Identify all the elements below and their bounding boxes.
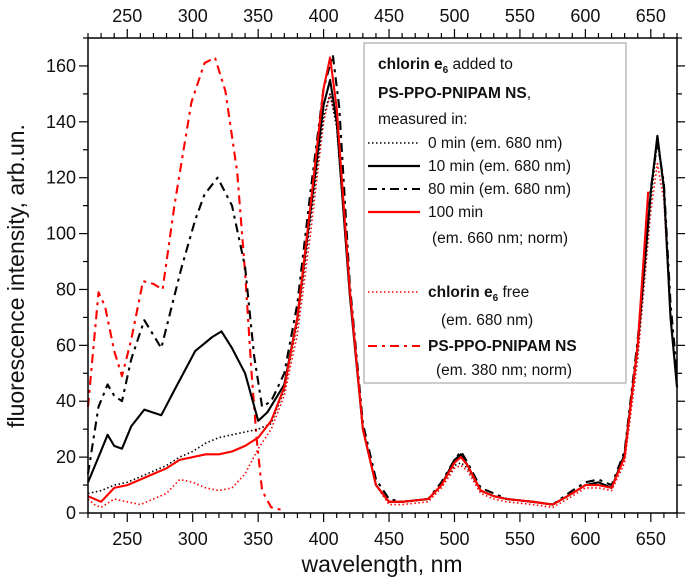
x-tick-label-top: 500 — [439, 6, 469, 26]
series-line-ps — [86, 56, 284, 512]
x-tick-label-top: 550 — [505, 6, 535, 26]
x-tick-label-bottom: 400 — [309, 529, 339, 549]
y-tick-label: 80 — [56, 279, 76, 299]
x-tick-label-bottom: 300 — [178, 529, 208, 549]
y-tick-label: 120 — [46, 168, 76, 188]
x-tick-label-top: 600 — [570, 6, 600, 26]
x-tick-label-bottom: 500 — [439, 529, 469, 549]
y-tick-label: 40 — [56, 391, 76, 411]
x-tick-label-bottom: 600 — [570, 529, 600, 549]
x-tick-label-top: 300 — [178, 6, 208, 26]
legend-title-1: chlorin e6 added to — [378, 56, 513, 76]
series-line-80min — [86, 53, 679, 506]
legend-label-free-detail: (em. 680 nm) — [441, 312, 533, 329]
legend: chlorin e6 added to PS-PPO-PNIPAM NS, me… — [363, 42, 627, 384]
series-line-free — [87, 93, 678, 509]
series-line-100min — [87, 56, 650, 506]
legend-label-80min: 80 min (em. 680 nm) — [428, 181, 571, 198]
legend-label-0min: 0 min (em. 680 nm) — [428, 135, 562, 152]
y-axis-title: fluorescence intensity, arb.un. — [3, 124, 29, 428]
x-tick-label-bottom: 350 — [243, 529, 273, 549]
x-tick-label-bottom: 650 — [636, 529, 666, 549]
legend-title-2: PS-PPO-PNIPAM NS, — [378, 85, 531, 102]
x-tick-label-top: 400 — [309, 6, 339, 26]
legend-label-10min: 10 min (em. 680 nm) — [428, 158, 571, 175]
x-tick-label-top: 650 — [636, 6, 666, 26]
legend-label-100min: 100 min — [428, 204, 483, 221]
x-tick-label-bottom: 550 — [505, 529, 535, 549]
legend-label-free: chlorin e6 free — [428, 284, 529, 304]
y-tick-label: 20 — [56, 447, 76, 467]
y-tick-label: 160 — [46, 56, 76, 76]
x-tick-label-top: 450 — [374, 6, 404, 26]
legend-title-3: measured in: — [378, 111, 468, 128]
x-tick-label-top: 350 — [243, 6, 273, 26]
legend-label-100min-detail: (em. 660 nm; norm) — [432, 230, 568, 247]
y-tick-label: 100 — [46, 224, 76, 244]
x-tick-label-bottom: 250 — [112, 529, 142, 549]
x-tick-label-top: 250 — [112, 6, 142, 26]
legend-label-ps-detail: (em. 380 nm; norm) — [436, 362, 572, 379]
x-tick-label-bottom: 450 — [374, 529, 404, 549]
x-axis-title: wavelength, nm — [300, 551, 462, 577]
y-tick-label: 0 — [66, 503, 76, 523]
y-tick-label: 60 — [56, 335, 76, 355]
legend-label-ps: PS-PPO-PNIPAM NS — [428, 338, 577, 355]
y-tick-label: 140 — [46, 112, 76, 132]
plot-frame — [87, 37, 678, 514]
